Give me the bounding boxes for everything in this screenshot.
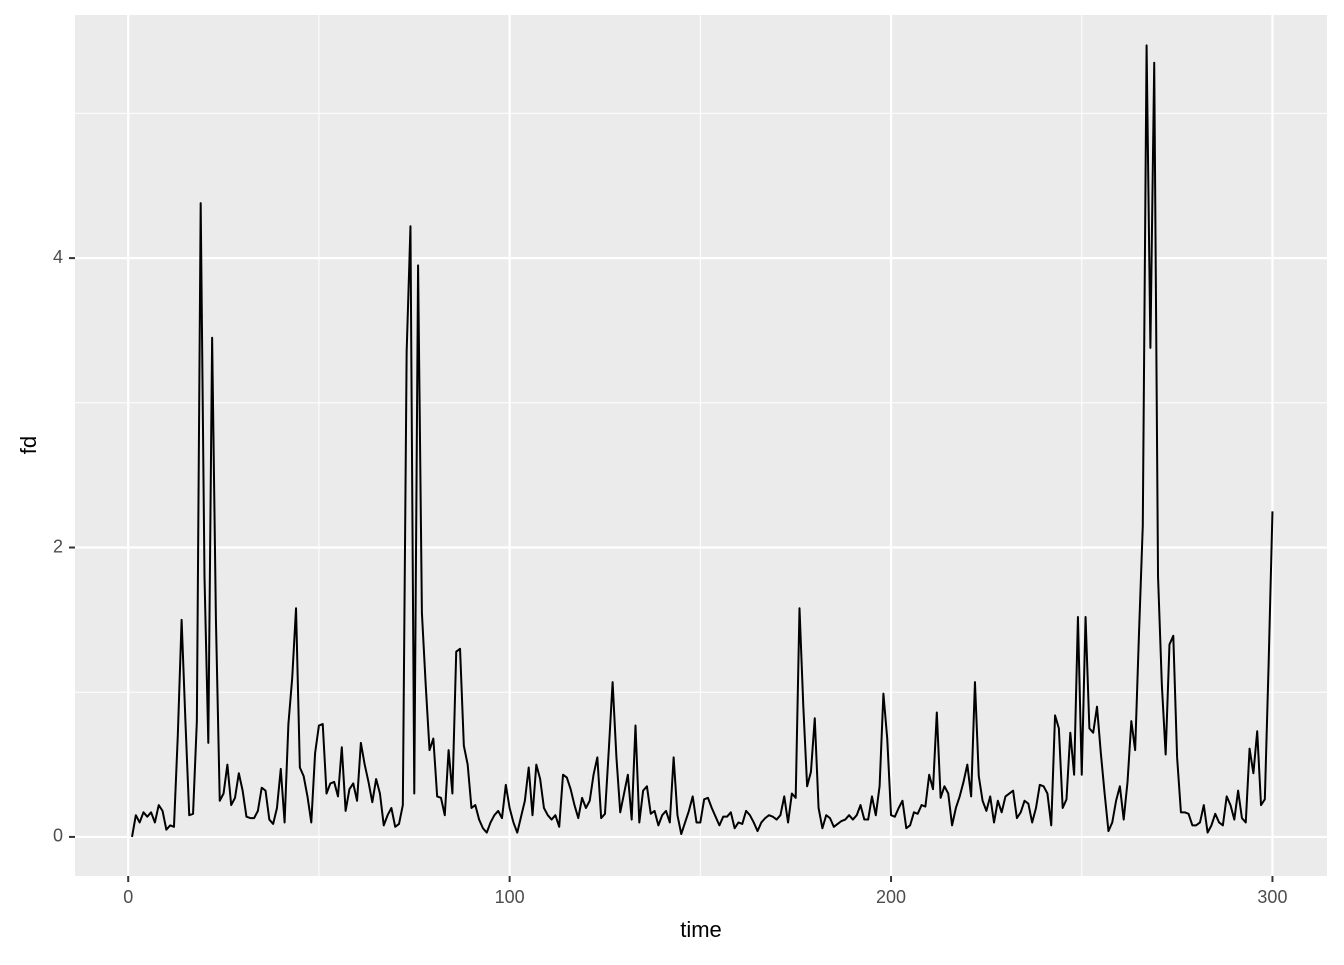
y-tick-label: 0 (53, 826, 63, 846)
data-line (131, 44, 1274, 838)
x-tick-label: 200 (876, 887, 906, 907)
y-tick-label: 4 (53, 247, 63, 267)
x-tick-label: 300 (1257, 887, 1287, 907)
plot-panel (75, 15, 1327, 876)
y-axis-title: fd (16, 436, 41, 454)
y-tick-label: 2 (53, 536, 63, 556)
x-tick-label: 100 (495, 887, 525, 907)
x-tick-label: 0 (123, 887, 133, 907)
x-axis-title: time (680, 917, 722, 942)
